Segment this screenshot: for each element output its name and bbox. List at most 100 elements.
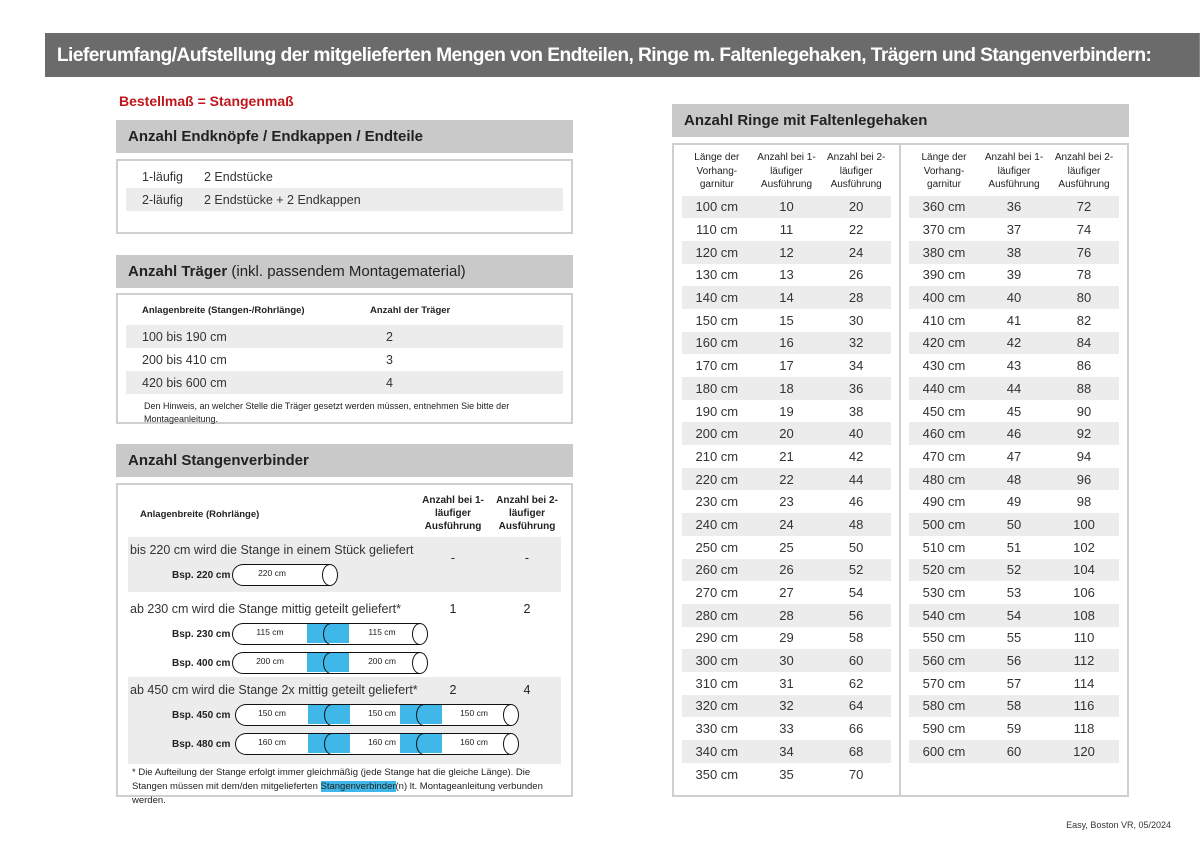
count-2-cell: 20 <box>821 195 891 219</box>
count-1-cell: 60 <box>979 740 1049 763</box>
count-1-cell: 29 <box>779 630 794 646</box>
count-2-cell: 86 <box>1076 358 1092 374</box>
count-2-cell: 110 <box>1073 630 1095 646</box>
segment-label: 150 cm <box>460 708 488 718</box>
table-row: 530 cm 53 106 <box>909 581 1119 604</box>
pipe-diagram: 200 cm 200 cm <box>232 651 428 674</box>
table-row: 410 cm 41 82 <box>909 309 1119 332</box>
range: 420 bis 600 cm <box>142 375 227 390</box>
table-row: 580 cm 58 116 <box>909 694 1119 718</box>
count-2-cell: 40 <box>821 422 891 446</box>
count-1-cell: 26 <box>751 558 822 582</box>
table-row: 210 cm 21 42 <box>682 445 891 468</box>
pipe-end <box>412 651 428 674</box>
pipe-diagram: 150 cm 150 cm 150 cm <box>235 703 519 726</box>
verbinder-footnote: * Die Aufteilung der Stange erfolgt imme… <box>132 766 562 808</box>
table-row: 470 cm 47 94 <box>909 445 1119 468</box>
table-row: 590 cm 59 118 <box>909 717 1119 740</box>
heading-text: Anzahl Träger <box>128 263 228 280</box>
table-row: 290 cm 29 58 <box>682 627 891 650</box>
length-cell: 490 cm <box>922 494 966 510</box>
length-cell: 200 cm <box>682 422 752 446</box>
count-1: 2 <box>449 683 457 697</box>
length-cell: 480 cm <box>909 467 979 491</box>
count-1-cell: 45 <box>1006 403 1022 419</box>
table-row: 140 cm 14 28 <box>682 286 891 309</box>
count-1-cell: 51 <box>1006 539 1022 555</box>
table-row: 540 cm 54 108 <box>909 603 1119 627</box>
count-1-cell: 31 <box>779 675 794 691</box>
table-row: 430 cm 43 86 <box>909 354 1119 377</box>
segment-label: 220 cm <box>258 568 286 578</box>
length-cell: 110 cm <box>695 222 738 238</box>
table-row: 190 cm 19 38 <box>682 400 891 423</box>
group-text: ab 450 cm wird die Stange 2x mittig gete… <box>130 683 418 697</box>
table-row: 490 cm 49 98 <box>909 490 1119 513</box>
table-row: 360 cm 36 72 <box>909 195 1119 219</box>
range: 200 bis 410 cm <box>142 352 227 367</box>
count-1-cell: 59 <box>1006 721 1022 737</box>
count-1-cell: 38 <box>979 240 1049 264</box>
length-cell: 390 cm <box>922 267 966 283</box>
example-label: Bsp. 480 cm <box>172 739 231 750</box>
example-label: Bsp. 230 cm <box>172 629 231 640</box>
table-row: 200 cm 20 40 <box>682 422 891 446</box>
count-2-cell: 96 <box>1049 467 1119 491</box>
count-2-cell: 52 <box>821 558 891 582</box>
count-1-cell: 13 <box>779 267 794 283</box>
length-cell: 160 cm <box>682 331 752 355</box>
length-cell: 560 cm <box>909 649 979 672</box>
count-2-cell: 74 <box>1076 222 1092 238</box>
verbinder-heading: Anzahl Stangenverbinder <box>116 444 573 477</box>
count-2-cell: 46 <box>848 494 864 510</box>
length-cell: 470 cm <box>922 448 966 464</box>
length-cell: 530 cm <box>922 585 966 601</box>
pipe-end <box>322 563 338 586</box>
table-row: 250 cm 25 50 <box>682 536 891 559</box>
count-2-cell: 26 <box>848 267 864 283</box>
count-1-cell: 22 <box>751 467 822 491</box>
col-header: Anzahl bei 1-läufiger Ausführung <box>757 152 816 190</box>
count-1-cell: 55 <box>1006 630 1022 646</box>
length-cell: 280 cm <box>682 603 752 627</box>
length-cell: 420 cm <box>909 331 979 355</box>
verbinder-box: Anlagenbreite (Rohrlänge) Anzahl bei 1-l… <box>116 483 573 806</box>
count-1-cell: 35 <box>779 766 794 782</box>
count-1-cell: 58 <box>979 694 1049 718</box>
table-row: 480 cm 48 96 <box>909 467 1119 491</box>
length-cell: 120 cm <box>682 240 752 264</box>
count-1-cell: 17 <box>779 358 794 374</box>
count-1-cell: 10 <box>751 195 822 219</box>
table-row: 500 cm 50 100 <box>909 513 1119 536</box>
count-2-cell: 56 <box>821 603 891 627</box>
length-cell: 520 cm <box>909 558 979 582</box>
count-2-cell: 66 <box>848 721 864 737</box>
length-cell: 460 cm <box>909 422 979 446</box>
count-2-cell: 30 <box>848 312 864 328</box>
col-header: Anzahl bei 2-läufiger Ausführung <box>1054 152 1114 190</box>
ringe-box: Länge der Vorhang-garnitur Anzahl bei 1-l… <box>672 143 1129 797</box>
length-cell: 430 cm <box>922 358 966 374</box>
length-cell: 580 cm <box>909 694 979 718</box>
count-2-cell: 88 <box>1049 377 1119 400</box>
pipe-end <box>412 622 428 645</box>
count-2-cell: 98 <box>1076 494 1092 510</box>
table-row: 370 cm 37 74 <box>909 218 1119 241</box>
pipe-joint <box>324 732 340 755</box>
table-row: 380 cm 38 76 <box>909 240 1119 264</box>
segment-label: 115 cm <box>256 627 284 637</box>
count-1-cell: 12 <box>751 240 822 264</box>
pipe-joint <box>416 732 432 755</box>
pipe-joint <box>416 703 432 726</box>
footnote-highlight: Stangenverbinder <box>320 781 396 792</box>
count: 4 <box>386 375 393 390</box>
length-cell: 500 cm <box>909 513 979 536</box>
table-row: 460 cm 46 92 <box>909 422 1119 446</box>
count-1-cell: 46 <box>979 422 1049 446</box>
count-1-cell: 19 <box>779 403 794 419</box>
length-cell: 250 cm <box>695 539 739 555</box>
ringe-table-right: Länge der Vorhang-garnitur Anzahl bei 1-l… <box>901 145 1127 795</box>
col-header: Anzahl bei 2-läufiger Ausführung <box>496 495 558 532</box>
count-1-cell: 52 <box>979 558 1049 582</box>
count-2-cell: 28 <box>821 286 891 309</box>
